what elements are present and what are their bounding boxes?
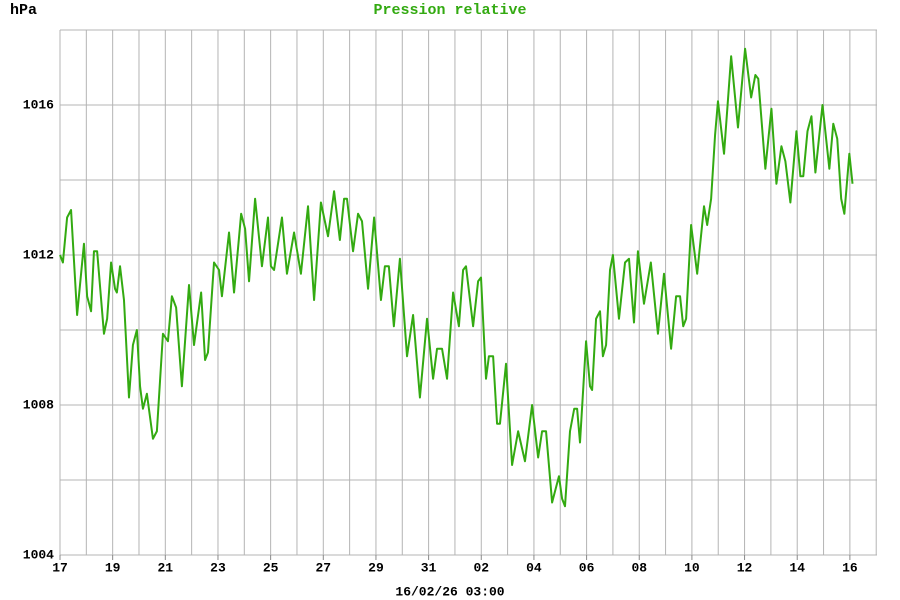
x-tick-label: 10 xyxy=(684,560,700,575)
x-tick-label: 08 xyxy=(631,560,647,575)
y-axis-label: hPa xyxy=(10,2,37,19)
x-tick-label: 14 xyxy=(789,560,805,575)
x-tick-label: 04 xyxy=(526,560,542,575)
y-tick-label: 1016 xyxy=(23,97,54,112)
x-tick-label: 29 xyxy=(368,560,384,575)
x-tick-label: 23 xyxy=(210,560,226,575)
pressure-line xyxy=(59,47,854,508)
x-tick-label: 31 xyxy=(421,560,437,575)
x-tick-label: 19 xyxy=(105,560,121,575)
x-tick-label: 12 xyxy=(737,560,753,575)
x-tick-label: 17 xyxy=(52,560,68,575)
y-tick-label: 1004 xyxy=(23,547,54,562)
x-tick-label: 25 xyxy=(263,560,279,575)
x-tick-label: 16 xyxy=(842,560,858,575)
y-tick-label: 1008 xyxy=(23,397,54,412)
x-tick-label: 06 xyxy=(579,560,595,575)
x-tick-label: 21 xyxy=(158,560,174,575)
x-tick-label: 02 xyxy=(473,560,489,575)
x-tick-label: 27 xyxy=(315,560,331,575)
y-tick-label: 1012 xyxy=(23,247,54,262)
chart-title: Pression relative xyxy=(373,2,526,19)
x-axis-label: 16/02/26 03:00 xyxy=(395,584,504,599)
